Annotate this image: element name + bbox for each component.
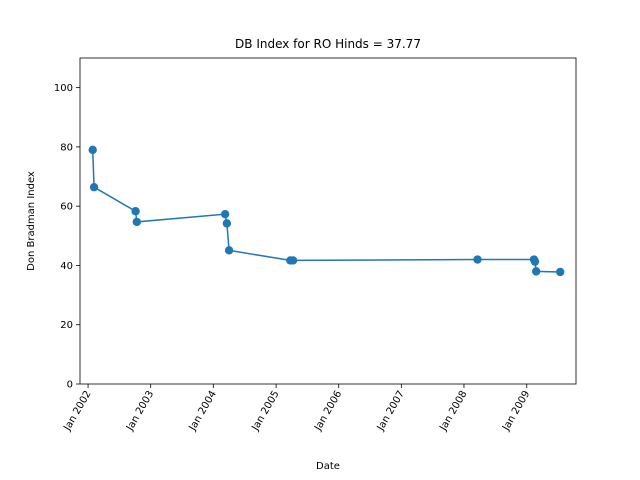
data-point: [132, 217, 141, 227]
y-tick-label: 80: [60, 142, 73, 153]
data-point: [220, 209, 230, 219]
data-point: [89, 183, 99, 192]
x-tick-label: Jan 2007: [375, 389, 407, 434]
chart-title: DB Index for RO Hinds = 37.77: [235, 37, 421, 51]
y-tick-label: 40: [60, 261, 73, 272]
series-line: [91, 149, 561, 273]
data-point: [556, 267, 565, 277]
y-axis-label: Don Bradman Index: [26, 171, 37, 271]
data-point: [288, 256, 298, 265]
data-point: [88, 145, 97, 155]
data-point: [473, 255, 482, 264]
y-tick-label: 20: [60, 320, 73, 331]
data-point: [224, 246, 234, 255]
data-point: [131, 207, 140, 216]
x-tick-label: Jan 2006: [312, 389, 344, 434]
data-point: [222, 219, 232, 228]
y-tick-label: 0: [67, 380, 73, 391]
x-tick-label: Jan 2009: [500, 389, 532, 434]
x-tick-label: Jan 2002: [62, 389, 94, 434]
x-tick-label: Jan 2005: [250, 389, 282, 434]
y-tick-label: 60: [60, 202, 73, 213]
x-tick-label: Jan 2008: [438, 389, 470, 434]
x-tick-label: Jan 2004: [187, 389, 219, 434]
x-tick-label: Jan 2003: [124, 389, 156, 434]
data-point: [530, 257, 540, 266]
x-axis-label: Date: [316, 461, 340, 472]
data-point: [531, 267, 541, 276]
y-tick-label: 100: [54, 83, 73, 94]
plot-frame: [79, 57, 577, 385]
